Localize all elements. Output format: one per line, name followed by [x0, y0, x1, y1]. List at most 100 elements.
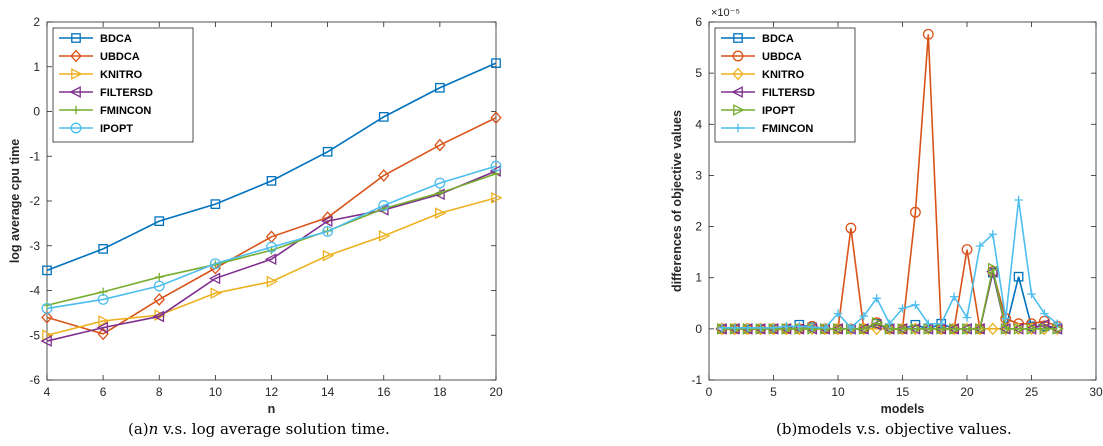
data-point	[743, 323, 752, 333]
data-point	[378, 112, 389, 122]
data-point	[490, 160, 502, 172]
data-point	[1013, 322, 1026, 335]
data-point	[756, 323, 765, 333]
data-point	[949, 292, 959, 301]
data-point	[155, 272, 164, 282]
data-point	[937, 319, 946, 328]
data-point	[491, 58, 501, 69]
data-point	[769, 323, 778, 333]
data-point	[210, 199, 221, 209]
data-point	[1014, 195, 1023, 205]
data-point	[322, 225, 334, 237]
data-point	[859, 311, 868, 321]
legend-item: KNITRO	[59, 68, 143, 81]
data-point	[1037, 318, 1050, 331]
legend-item: IPOPT	[59, 122, 133, 135]
legend-label: BDCA	[100, 33, 132, 45]
data-point	[378, 230, 391, 242]
legend-item: IPOPT	[721, 104, 795, 117]
data-point	[845, 322, 857, 336]
y-tick-label: -6	[29, 373, 40, 387]
legend-marker	[733, 33, 743, 43]
data-point	[909, 322, 922, 336]
y-axis-label: log average cpu time	[8, 139, 22, 263]
caption-b-prefix: (b)	[776, 420, 798, 438]
caption-a-text: v.s. log average solution time.	[158, 420, 390, 438]
legend-marker	[731, 86, 743, 98]
x-tick-label: 20	[960, 385, 974, 399]
data-point	[1027, 289, 1036, 299]
y-tick-label: 0	[695, 322, 702, 336]
legend-item: BDCA	[59, 33, 132, 45]
data-point	[922, 28, 934, 40]
x-tick-label: 18	[433, 385, 447, 399]
legend-marker	[733, 104, 745, 116]
y-tick-label: 2	[33, 15, 40, 29]
legend: BDCA UBDCA KNITRO FILTERSD FMINCON IPOPT	[52, 27, 194, 143]
data-point	[988, 230, 997, 239]
y-tick-label: -1	[29, 149, 40, 163]
x-axis-label: models	[881, 402, 925, 416]
data-point	[378, 200, 390, 211]
data-point	[42, 265, 52, 276]
y-tick-label: -3	[29, 239, 40, 253]
data-point	[795, 322, 804, 331]
data-point	[266, 176, 277, 186]
data-point	[98, 244, 108, 254]
data-point	[911, 300, 920, 310]
legend-label: UBDCA	[762, 51, 802, 63]
data-point	[41, 310, 53, 324]
data-point	[490, 111, 502, 125]
y-tick-label: -1	[691, 373, 702, 387]
data-point	[435, 207, 447, 219]
caption-a-prefix: (a)	[128, 420, 149, 438]
legend-marker	[70, 122, 82, 134]
data-point	[987, 322, 999, 336]
data-point	[975, 322, 987, 335]
data-point	[820, 323, 830, 333]
data-point	[97, 294, 109, 305]
data-point	[975, 241, 985, 251]
legend-item: FILTERSD	[59, 86, 153, 99]
data-point	[896, 322, 909, 336]
x-tick-label: 12	[265, 385, 279, 399]
data-point	[1013, 271, 1024, 282]
data-point	[924, 319, 933, 328]
chart-panel-b: 0 5 10 15 20 25 30 -1 0 1 2 3 4 5 6 models differences o…	[670, 7, 1103, 416]
series-bdca	[42, 58, 501, 276]
legend-label: FILTERSD	[100, 87, 153, 99]
data-point	[1053, 319, 1062, 328]
data-point	[266, 241, 277, 253]
legend-marker	[732, 67, 744, 81]
legend-label: FILTERSD	[762, 87, 815, 99]
data-point	[974, 322, 986, 336]
data-point	[898, 304, 907, 313]
data-point	[858, 322, 871, 335]
x-tick-label: 0	[706, 385, 713, 399]
series-line	[46, 170, 497, 342]
caption-b: (b)models v.s. objective values.	[776, 420, 1012, 438]
data-point	[266, 275, 279, 288]
data-point	[491, 192, 503, 204]
data-point	[209, 258, 221, 270]
series-line	[46, 165, 497, 310]
legend-marker	[732, 50, 744, 62]
data-point	[1000, 322, 1013, 335]
y-tick-label: -2	[29, 194, 40, 208]
x-tick-label: 14	[321, 385, 335, 399]
data-point	[1001, 314, 1010, 323]
legend-marker	[71, 33, 81, 43]
y-tick-label: 4	[695, 117, 702, 131]
data-point	[845, 222, 857, 234]
legend-label: FMINCON	[762, 123, 813, 135]
data-point	[264, 253, 277, 266]
legend-item: UBDCA	[721, 50, 802, 63]
legend-label: KNITRO	[762, 69, 805, 81]
data-point	[1000, 322, 1012, 336]
legend-marker	[71, 105, 81, 115]
series-line	[46, 62, 497, 272]
data-point	[210, 287, 223, 300]
y-tick-label: 5	[695, 66, 702, 80]
